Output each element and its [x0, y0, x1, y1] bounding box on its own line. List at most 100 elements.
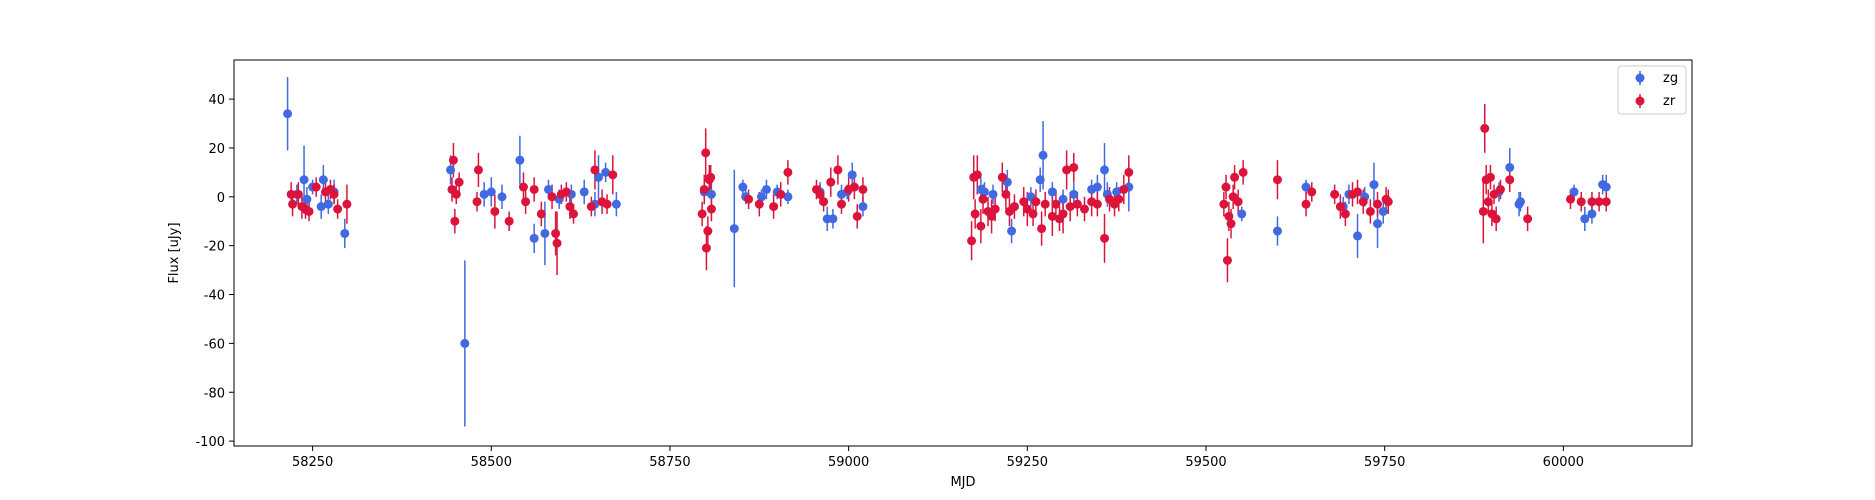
point-zr	[1373, 199, 1383, 209]
point-zr	[518, 182, 528, 192]
point-zr	[744, 194, 754, 204]
point-zr	[1505, 175, 1515, 185]
point-zr	[561, 187, 571, 197]
point-zg	[318, 175, 328, 185]
x-tick-label: 59000	[828, 455, 869, 470]
point-zr	[448, 155, 458, 165]
point-zg	[460, 338, 470, 348]
point-zg	[486, 187, 496, 197]
legend-label-zr: zr	[1663, 94, 1676, 109]
point-zr	[1226, 219, 1236, 229]
point-zr	[769, 202, 779, 212]
point-zg	[515, 155, 525, 165]
point-zg	[1047, 187, 1057, 197]
point-zg	[1007, 226, 1017, 236]
x-tick-label: 59750	[1364, 455, 1405, 470]
point-zr	[1019, 197, 1029, 207]
x-tick-label: 59500	[1185, 455, 1226, 470]
y-tick-label: -60	[204, 337, 225, 352]
legend-marker-zg	[1635, 73, 1645, 83]
x-axis: 58250 58500 58750 59000 59250 59500 59750 60000	[292, 446, 1584, 470]
point-zg	[316, 202, 326, 212]
point-zg	[446, 165, 456, 175]
point-zg	[543, 184, 553, 194]
point-zr	[1124, 167, 1134, 177]
point-zr	[701, 148, 711, 158]
point-zr	[565, 202, 575, 212]
point-zr	[293, 189, 303, 199]
point-zg	[1378, 206, 1388, 216]
point-zr	[342, 199, 352, 209]
point-zg	[1058, 194, 1068, 204]
point-zr	[552, 238, 562, 248]
point-zr	[1587, 197, 1597, 207]
point-zg	[706, 189, 716, 199]
point-zg	[1353, 231, 1363, 241]
point-zr	[1222, 255, 1232, 265]
point-zg	[594, 172, 603, 182]
point-zg	[858, 202, 868, 212]
point-zg	[479, 189, 489, 199]
point-zg	[340, 228, 350, 238]
legend: zg zr	[1617, 65, 1687, 115]
point-zg	[1369, 180, 1379, 190]
point-zg	[611, 199, 621, 209]
point-zr	[1358, 197, 1368, 207]
point-zg	[1505, 162, 1515, 172]
point-zg	[1515, 197, 1525, 207]
point-zr	[776, 189, 786, 199]
point-zg	[299, 175, 309, 185]
point-zr	[472, 197, 482, 207]
point-zr	[1335, 202, 1345, 212]
y-tick-label: -40	[204, 289, 225, 304]
point-zr	[490, 206, 500, 216]
point-zr	[1001, 189, 1011, 199]
legend-label-zg: zg	[1663, 71, 1678, 86]
point-zg	[988, 189, 998, 199]
x-tick-label: 58750	[649, 455, 690, 470]
point-zg	[1038, 150, 1048, 160]
point-zr	[504, 216, 514, 226]
point-zr	[1272, 175, 1282, 185]
point-zg	[1069, 189, 1079, 199]
point-zr	[706, 204, 716, 214]
point-zr	[1365, 206, 1375, 216]
point-zr	[521, 197, 531, 207]
point-zr	[286, 189, 296, 199]
point-zr	[1224, 211, 1234, 221]
point-zr	[1330, 189, 1340, 199]
point-zr	[978, 194, 988, 204]
point-zr	[304, 206, 314, 216]
point-zr	[288, 199, 298, 209]
point-zr	[1230, 172, 1240, 182]
point-zr	[450, 216, 460, 226]
point-zr	[1062, 165, 1072, 175]
point-zr	[972, 170, 982, 180]
point-zr	[1383, 197, 1393, 207]
x-tick-label: 59250	[1007, 455, 1048, 470]
point-zr	[833, 165, 843, 175]
point-zg	[1569, 187, 1579, 197]
point-zr	[1483, 197, 1493, 207]
point-zg	[529, 233, 539, 243]
point-zr	[849, 182, 859, 192]
point-zr	[1080, 204, 1089, 214]
point-zg	[579, 187, 589, 197]
point-zr	[568, 209, 578, 219]
point-zr	[1040, 199, 1050, 209]
point-zr	[1485, 172, 1495, 182]
legend-marker-zr	[1635, 96, 1645, 106]
point-zg	[601, 167, 611, 177]
point-zr	[1523, 214, 1533, 224]
y-tick-label: -80	[204, 386, 225, 401]
point-zg	[283, 109, 293, 119]
point-zr	[551, 228, 561, 238]
point-zr	[701, 243, 711, 253]
point-zr	[703, 226, 713, 236]
point-zr	[536, 209, 546, 219]
point-zr	[1058, 209, 1068, 219]
point-zr	[837, 199, 846, 209]
point-zr	[976, 221, 986, 231]
point-zr	[754, 199, 764, 209]
